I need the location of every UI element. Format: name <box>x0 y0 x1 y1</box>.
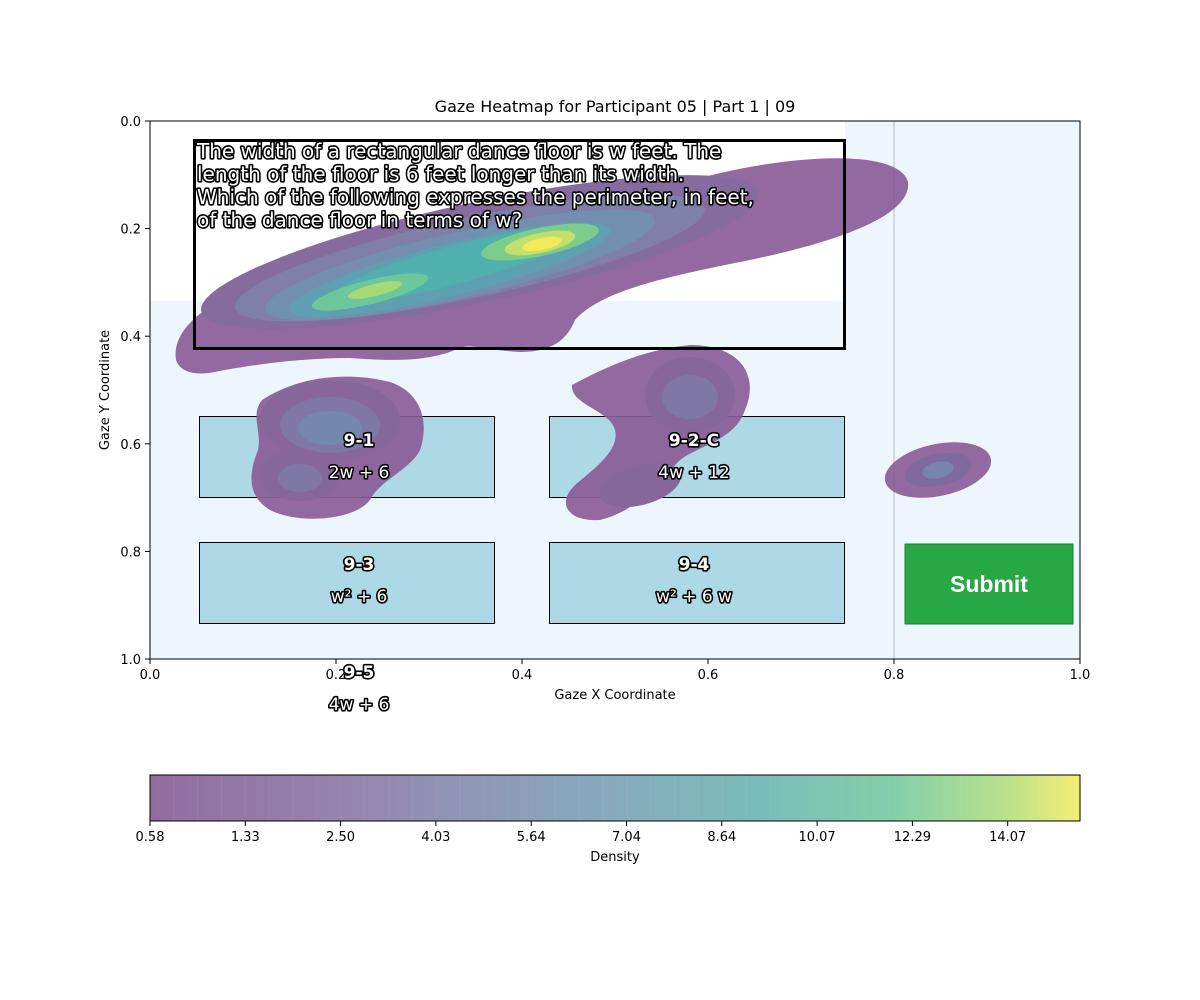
density-blob-question <box>175 158 909 374</box>
x-tick-label: 0.8 <box>884 668 905 683</box>
y-axis-ticks: 0.0 0.2 0.4 0.6 0.8 1.0 <box>120 115 150 668</box>
plot-frame <box>149 120 1081 660</box>
x-tick-label: 0.4 <box>512 668 533 683</box>
question-box <box>193 139 846 350</box>
colorbar-tick-label: 8.64 <box>707 830 736 845</box>
option-box-9-3[interactable] <box>199 542 495 624</box>
colorbar-bands <box>173 775 1057 821</box>
colorbar-gradient <box>150 775 1080 821</box>
density-blob-option-9-1 <box>251 376 424 519</box>
submit-label: Submit <box>950 571 1028 597</box>
colorbar-tick-label: 14.07 <box>989 830 1026 845</box>
option-id-9-1: 9-1 <box>344 431 375 451</box>
question-line-1: The width of a rectangular dance floor i… <box>196 139 721 163</box>
colorbar-tick-label: 4.03 <box>421 830 450 845</box>
question-line-2: length of the floor is 6 feet longer tha… <box>197 162 684 186</box>
question-line-3: Which of the following expresses the per… <box>197 185 754 209</box>
y-tick-label: 0.0 <box>120 115 141 130</box>
option-id-9-3: 9-3 <box>344 555 375 575</box>
x-tick-label: 0.0 <box>140 668 161 683</box>
x-axis-ticks: 0.0 0.2 0.4 0.6 0.8 1.0 <box>140 659 1091 683</box>
density-blob-submit-area <box>884 442 992 498</box>
option-text-9-4: w² + 6 w <box>656 587 732 607</box>
x-tick-label: 0.6 <box>698 668 719 683</box>
option-text-9-3: w² + 6 <box>331 587 388 607</box>
y-tick-label: 0.8 <box>120 545 141 560</box>
y-tick-label: 0.4 <box>120 330 141 345</box>
colorbar-frame <box>149 774 1081 822</box>
question-line-4: of the dance floor in terms of w? <box>197 208 522 232</box>
option-text-9-5: 4w + 6 <box>329 695 390 715</box>
option-id-9-2-c: 9-2-C <box>669 431 719 451</box>
colorbar-tick-label: 1.33 <box>231 830 260 845</box>
submit-button[interactable]: Submit <box>904 543 1074 625</box>
colorbar-tick-label: 12.29 <box>894 830 931 845</box>
colorbar-tick-label: 0.58 <box>136 830 165 845</box>
y-tick-label: 0.2 <box>120 223 141 238</box>
y-axis-label: Gaze Y Coordinate <box>98 330 113 450</box>
option-id-9-5: 9-5 <box>344 663 375 683</box>
colorbar-tick-label: 5.64 <box>517 830 546 845</box>
x-tick-label: 1.0 <box>1070 668 1091 683</box>
colorbar: 0.58 1.33 2.50 4.03 5.64 7.04 8.64 10.07 12.29 14… <box>136 774 1081 865</box>
density-blob-option-9-2 <box>565 345 750 521</box>
x-axis-label: Gaze X Coordinate <box>554 688 675 703</box>
y-tick-label: 1.0 <box>120 653 141 668</box>
x-tick-label: 0.2 <box>326 668 347 683</box>
colorbar-tick-label: 2.50 <box>326 830 355 845</box>
density-contours <box>175 158 992 521</box>
colorbar-tick-label: 10.07 <box>798 830 835 845</box>
y-tick-label: 0.6 <box>120 438 141 453</box>
colorbar-label: Density <box>590 850 640 865</box>
option-id-9-4: 9-4 <box>679 555 710 575</box>
colorbar-ticks: 0.58 1.33 2.50 4.03 5.64 7.04 8.64 10.07 12.29 14… <box>136 821 1026 845</box>
option-text-9-1: 2w + 6 <box>329 463 390 483</box>
chart-title: Gaze Heatmap for Participant 05 | Part 1… <box>435 97 796 116</box>
option-box-9-4[interactable] <box>549 542 845 624</box>
colorbar-tick-label: 7.04 <box>612 830 641 845</box>
question-text: The width of a rectangular dance floor i… <box>194 137 755 233</box>
option-text-9-2-c: 4w + 12 <box>658 463 729 483</box>
